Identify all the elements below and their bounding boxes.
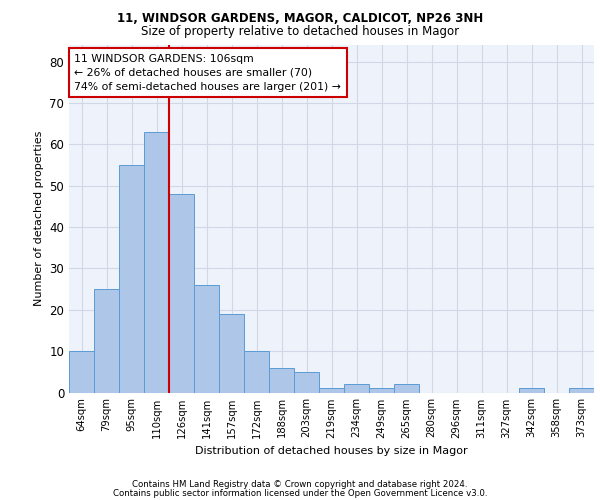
Bar — [294, 372, 319, 392]
X-axis label: Distribution of detached houses by size in Magor: Distribution of detached houses by size … — [195, 446, 468, 456]
Bar — [169, 194, 194, 392]
Bar — [569, 388, 594, 392]
Text: Size of property relative to detached houses in Magor: Size of property relative to detached ho… — [141, 25, 459, 38]
Bar — [344, 384, 369, 392]
Bar — [394, 384, 419, 392]
Bar — [119, 165, 144, 392]
Text: 11, WINDSOR GARDENS, MAGOR, CALDICOT, NP26 3NH: 11, WINDSOR GARDENS, MAGOR, CALDICOT, NP… — [117, 12, 483, 24]
Y-axis label: Number of detached properties: Number of detached properties — [34, 131, 44, 306]
Text: 11 WINDSOR GARDENS: 106sqm
← 26% of detached houses are smaller (70)
74% of semi: 11 WINDSOR GARDENS: 106sqm ← 26% of deta… — [74, 54, 341, 92]
Bar — [244, 351, 269, 393]
Text: Contains HM Land Registry data © Crown copyright and database right 2024.: Contains HM Land Registry data © Crown c… — [132, 480, 468, 489]
Bar — [369, 388, 394, 392]
Bar — [94, 289, 119, 393]
Bar — [219, 314, 244, 392]
Bar — [144, 132, 169, 392]
Bar — [519, 388, 544, 392]
Text: Contains public sector information licensed under the Open Government Licence v3: Contains public sector information licen… — [113, 488, 487, 498]
Bar — [319, 388, 344, 392]
Bar — [194, 285, 219, 393]
Bar — [69, 351, 94, 393]
Bar — [269, 368, 294, 392]
